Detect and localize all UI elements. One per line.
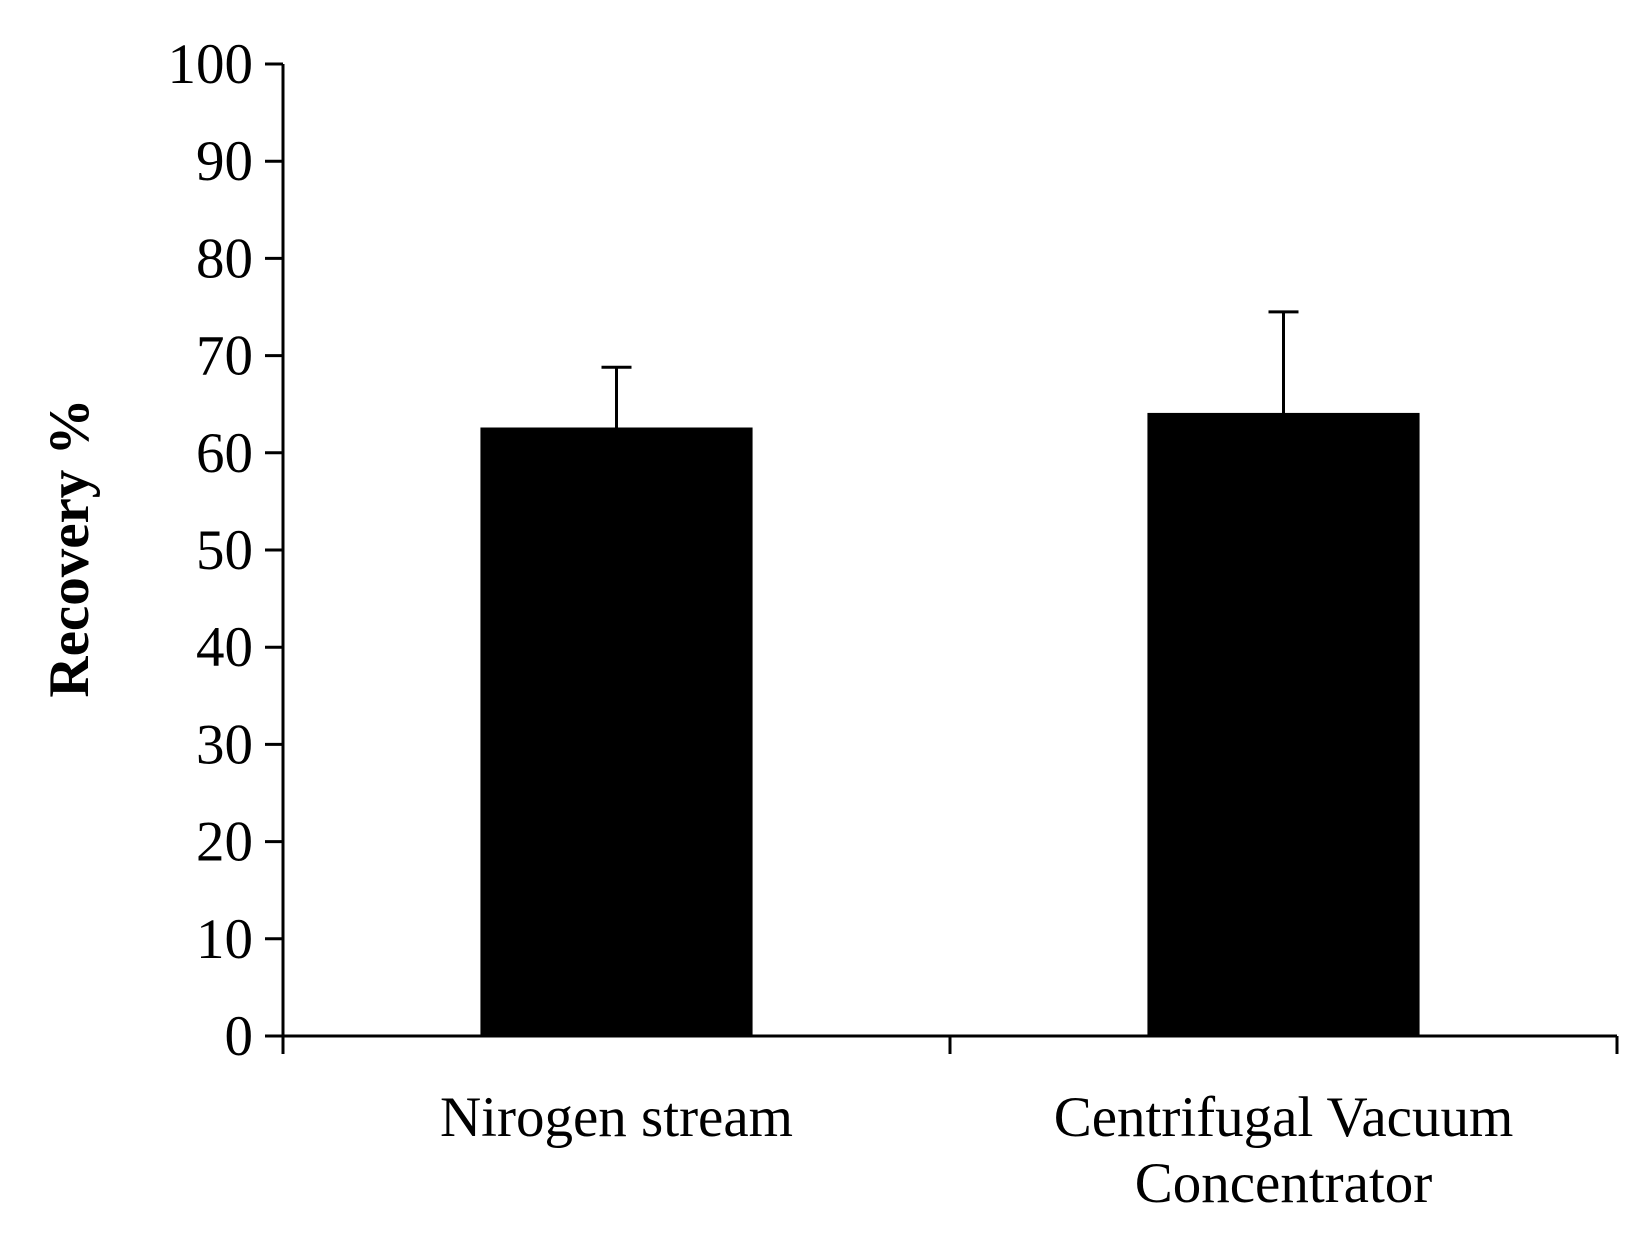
y-tick-label: 30 [196, 713, 253, 776]
y-tick-label: 70 [196, 325, 253, 388]
y-tick-label: 90 [196, 130, 253, 193]
error-bars [601, 310, 1299, 429]
y-tick-label: 80 [196, 227, 253, 290]
y-tick-label: 60 [196, 422, 253, 485]
y-tick-label: 40 [196, 616, 253, 679]
y-axis-label: Recovery % [38, 398, 101, 697]
bars [480, 412, 1420, 1038]
y-tick-label: 20 [196, 811, 253, 874]
x-category-label: Centrifugal Vacuum Concentrator [1054, 1086, 1514, 1215]
y-tick-label: 0 [225, 1005, 254, 1068]
y-axis: 0 10 20 30 40 50 60 70 80 90 100 [168, 33, 285, 1068]
bar [480, 427, 753, 1037]
x-category-label: Nirogen stream [440, 1086, 793, 1149]
y-tick-label: 100 [168, 33, 254, 96]
y-tick-label: 50 [196, 519, 253, 582]
y-tick-label: 10 [196, 908, 253, 971]
x-axis: Nirogen stream Centrifugal Vacuum Concentr… [281, 1034, 1619, 1215]
bar [1147, 412, 1420, 1038]
